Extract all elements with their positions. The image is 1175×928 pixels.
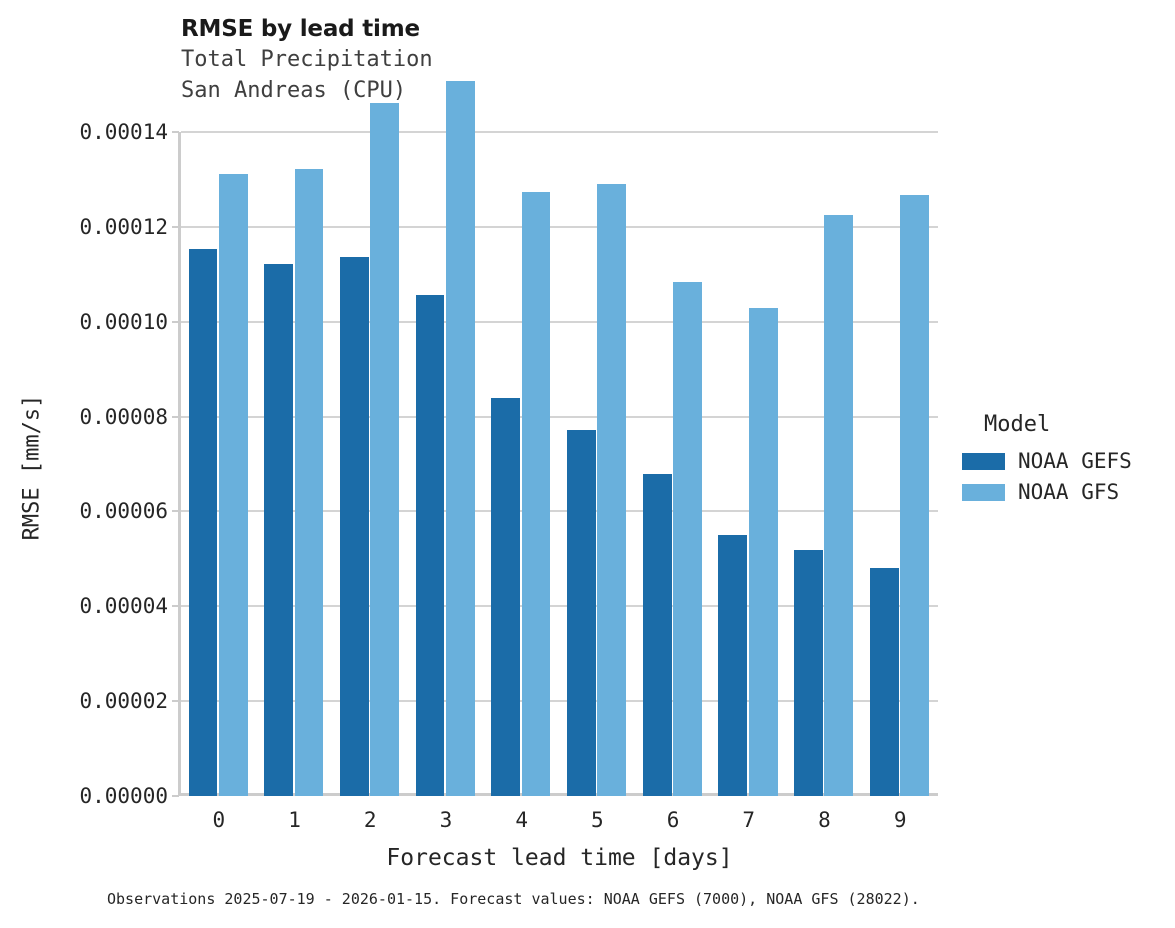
title-block: RMSE by lead time Total Precipitation Sa… <box>181 14 941 106</box>
bar-noaa-gefs-day-0 <box>188 249 218 796</box>
bar-noaa-gfs-day-1 <box>294 169 324 796</box>
plot-area <box>181 81 938 796</box>
y-axis-tick-mark <box>172 320 179 323</box>
bar-noaa-gfs-day-0 <box>218 173 248 796</box>
legend-item-noaa-gefs[interactable]: NOAA GEFS <box>962 446 1172 477</box>
bar-noaa-gefs-day-1 <box>264 263 294 796</box>
bar-noaa-gefs-day-2 <box>339 257 369 796</box>
legend-swatch-icon <box>962 484 1005 501</box>
y-axis-tick-mark <box>172 510 179 513</box>
bar-noaa-gefs-day-6 <box>642 473 672 796</box>
legend-entries: NOAA GEFS NOAA GFS <box>962 446 1172 508</box>
x-axis-tick-label: 4 <box>515 808 528 832</box>
bar-noaa-gfs-day-3 <box>445 81 475 796</box>
y-axis-tick-label: 0.00008 <box>79 404 168 429</box>
y-axis-tick-mark <box>172 795 179 797</box>
chart-subtitle-location: San Andreas (CPU) <box>181 78 407 103</box>
bar-noaa-gfs-day-8 <box>824 215 854 796</box>
bar-noaa-gfs-day-7 <box>748 307 778 796</box>
bar-noaa-gfs-day-5 <box>597 183 627 796</box>
bar-noaa-gefs-day-7 <box>718 535 748 796</box>
gridline <box>181 131 938 133</box>
y-axis-tick-label: 0.00004 <box>79 594 168 619</box>
y-axis-label: RMSE [mm/s] <box>19 394 45 541</box>
gridline <box>181 700 938 703</box>
x-axis-tick-label: 5 <box>591 808 604 832</box>
bar-noaa-gfs-day-4 <box>521 191 551 796</box>
bar-noaa-gefs-day-3 <box>415 294 445 796</box>
gridline <box>181 320 938 323</box>
legend-item-label: NOAA GEFS <box>1018 449 1132 473</box>
x-axis-tick-label: 2 <box>363 808 377 832</box>
legend: Model NOAA GEFS NOAA GFS <box>962 410 1172 508</box>
y-axis-tick-label: 0.00006 <box>79 499 168 524</box>
gridline <box>181 510 938 513</box>
y-axis-tick-label: 0.00002 <box>79 689 168 714</box>
gridline <box>181 605 938 608</box>
x-axis-tick-label: 0 <box>212 808 226 832</box>
x-axis-tick-label: 1 <box>288 808 301 832</box>
y-axis-tick-label: 0.00014 <box>79 120 168 144</box>
x-axis-tick-label: 3 <box>439 808 453 832</box>
chart-subtitle-variable: Total Precipitation <box>181 47 433 72</box>
y-axis-tick-mark <box>172 131 179 133</box>
x-axis-tick-label: 8 <box>818 808 831 832</box>
chart-title: RMSE by lead time <box>181 16 420 42</box>
gridline <box>181 225 938 228</box>
gridline <box>181 415 938 418</box>
x-axis-label: Forecast lead time [days] <box>386 845 733 871</box>
bar-noaa-gfs-day-6 <box>673 282 702 796</box>
x-axis-tick-label: 7 <box>742 808 756 832</box>
y-axis-spine <box>178 132 181 796</box>
legend-item-noaa-gfs[interactable]: NOAA GFS <box>962 477 1172 508</box>
legend-item-label: NOAA GFS <box>1018 480 1120 504</box>
legend-title: Model <box>984 412 1051 437</box>
y-axis-tick-mark <box>172 225 179 228</box>
bar-noaa-gfs-day-9 <box>900 195 929 796</box>
y-axis-tick-label: 0.00010 <box>79 309 168 334</box>
y-axis-tick-mark <box>172 415 179 418</box>
x-axis-tick-label: 6 <box>666 808 680 832</box>
y-axis-tick-label: 0.00000 <box>79 784 168 808</box>
y-axis-tick-mark <box>172 605 179 608</box>
bar-noaa-gefs-day-8 <box>794 549 823 796</box>
bars-layer <box>181 81 938 796</box>
legend-swatch-icon <box>962 453 1005 470</box>
bar-noaa-gefs-day-4 <box>491 397 521 796</box>
bar-noaa-gefs-day-5 <box>567 430 596 796</box>
y-axis-tick-labels: 0.00000 0.00002 0.00004 0.00006 0.00008 0.000… <box>0 0 179 928</box>
x-axis-spine <box>178 793 938 796</box>
bar-noaa-gfs-day-2 <box>370 102 400 796</box>
y-axis-tick-label: 0.00012 <box>79 214 168 239</box>
figure-caption: Observations 2025-07-19 - 2026-01-15. Fo… <box>107 890 920 908</box>
bar-noaa-gefs-day-9 <box>869 567 899 796</box>
x-axis-tick-label: 9 <box>893 808 907 832</box>
y-axis-tick-mark <box>172 700 179 703</box>
